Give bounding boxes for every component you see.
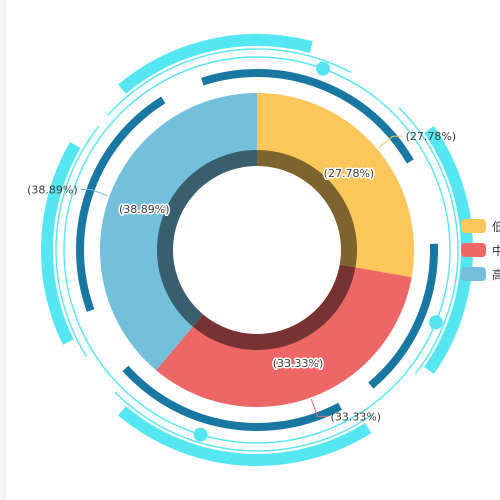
outer-thin-arc-0 <box>107 48 352 116</box>
slice-inner-label-低: (27.78%) <box>324 167 375 180</box>
legend-item-mid[interactable]: 中 <box>461 238 500 262</box>
legend-swatch-mid <box>461 243 486 257</box>
blue-arc-2 <box>122 365 342 431</box>
outer-thick-arc-0 <box>118 34 313 94</box>
slice-inner-label-高: (38.89%) <box>119 203 170 216</box>
leader-line-高 <box>80 188 108 197</box>
page-edge <box>0 0 6 500</box>
slice-inner-band-中 <box>192 264 356 350</box>
outer-thin-arc-2 <box>114 391 373 452</box>
legend-label-mid: 中 <box>492 243 500 258</box>
blue-arc-1 <box>368 243 438 389</box>
legend-swatch-low <box>461 219 486 233</box>
outer-thin-arc-3 <box>55 125 100 357</box>
legend-label-low: 低 <box>492 219 500 234</box>
decorative-rings <box>41 34 473 466</box>
legend-item-low[interactable]: 低 <box>461 214 500 238</box>
slice-outer-label-中: (33.33%) <box>331 410 382 423</box>
slice-outer-label-高: (38.89%) <box>27 183 78 196</box>
slice-inner-label-中: (33.33%) <box>273 357 324 370</box>
dot-bottom <box>193 427 208 442</box>
legend: 低 中 高 <box>461 214 500 286</box>
legend-label-high: 高 <box>492 267 500 282</box>
legend-item-high[interactable]: 高 <box>461 262 500 286</box>
slice-inner-band-高 <box>157 150 257 327</box>
outer-thin-arc-1 <box>398 107 459 375</box>
thin-circle <box>63 56 451 444</box>
leader-line-中 <box>310 399 328 417</box>
slice-inner-band-低 <box>257 150 358 268</box>
leader-line-低 <box>378 135 403 149</box>
dot-top <box>316 61 331 76</box>
slice-labels: (27.78%) (27.78%) (33.33%) (33.33%) (38.89%)… <box>27 130 456 423</box>
outer-thick-arc-3 <box>41 142 81 345</box>
dot-right <box>428 315 443 330</box>
slice-低 <box>257 93 414 278</box>
donut-slices <box>99 93 414 408</box>
slice-outer-label-低: (27.78%) <box>406 130 457 143</box>
outer-thick-arc-2 <box>118 406 372 466</box>
blue-arc-3 <box>76 96 166 312</box>
legend-swatch-high <box>461 267 486 281</box>
blue-arc-0 <box>201 69 414 164</box>
